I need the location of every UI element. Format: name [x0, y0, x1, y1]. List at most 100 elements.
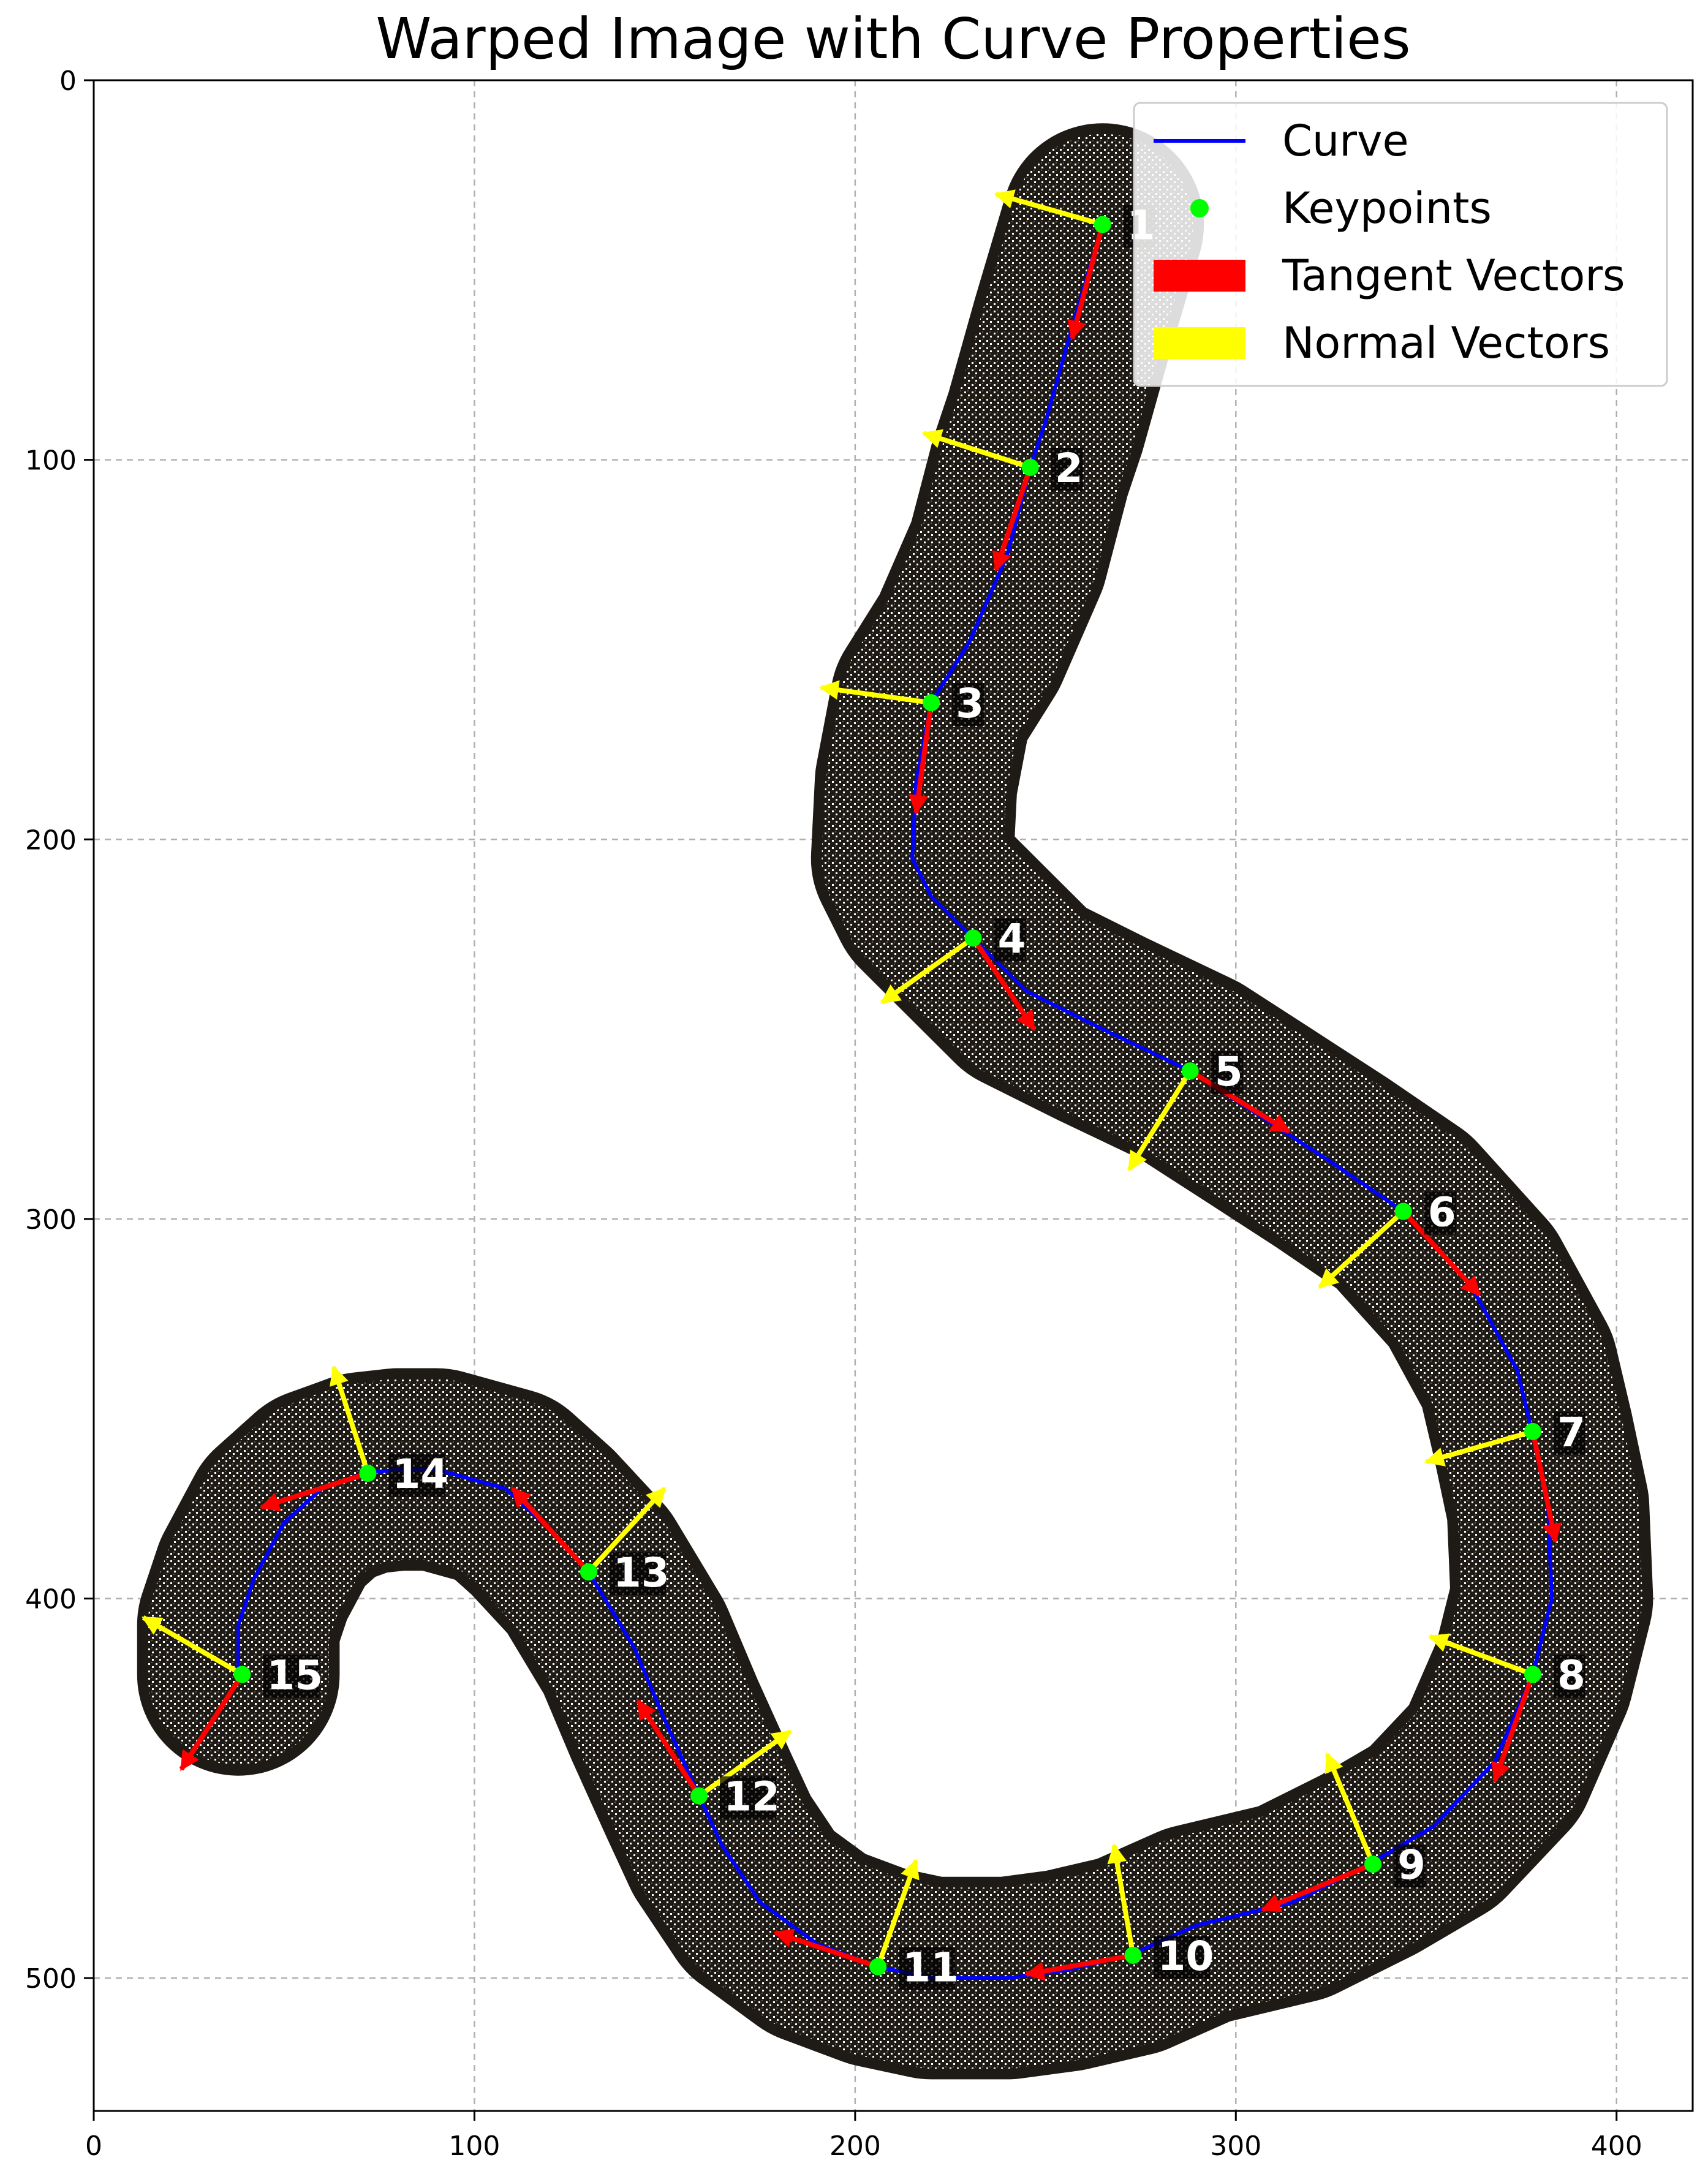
keypoint-label-bg — [1154, 1935, 1211, 1979]
legend-handle-patch — [1154, 327, 1245, 359]
keypoint-label: 6 — [1428, 1188, 1456, 1236]
warped-band-texture — [148, 134, 1642, 2069]
keypoint-marker — [580, 1563, 597, 1581]
x-tick-label: 400 — [1591, 2131, 1642, 2162]
keypoint-label: 3 — [956, 680, 984, 727]
x-tick-label: 0 — [85, 2131, 102, 2162]
legend-label: Tangent Vectors — [1282, 251, 1625, 301]
keypoint-label: 13 — [613, 1549, 670, 1596]
legend-label: Keypoints — [1282, 183, 1492, 233]
tangent-vector-arrow — [636, 1699, 701, 1797]
legend-handle-patch — [1154, 260, 1245, 292]
normal-vector-arrow — [697, 1729, 792, 1798]
keypoint-label: 4 — [998, 915, 1026, 962]
keypoint-marker — [1181, 1062, 1199, 1080]
y-tick-label: 100 — [25, 445, 77, 477]
legend-label: Normal Vectors — [1282, 318, 1610, 368]
keypoint-marker — [233, 1666, 251, 1683]
keypoint-label-bg — [1424, 1191, 1456, 1235]
normal-vector-arrow — [142, 1615, 244, 1677]
tangent-vector-arrow — [259, 1471, 369, 1512]
tangent-vector-arrow — [1067, 224, 1105, 341]
x-tick-label: 200 — [829, 2131, 881, 2162]
tangent-vector-arrow — [909, 702, 934, 815]
keypoint-marker — [359, 1465, 377, 1482]
normal-vector-arrow — [994, 189, 1103, 227]
keypoint-label: 8 — [1557, 1652, 1585, 1699]
normal-vector-arrow — [818, 680, 932, 706]
keypoint-label: 2 — [1055, 445, 1083, 492]
keypoint-label: 10 — [1158, 1933, 1214, 1980]
plot-frame — [93, 79, 1694, 2112]
vector-layer — [142, 189, 1562, 1981]
keypoint-marker — [964, 929, 982, 947]
normal-vector-arrow — [921, 429, 1031, 470]
keypoint-marker — [869, 1958, 887, 1976]
normal-vector-arrow — [1318, 1209, 1405, 1289]
tangent-vector-arrow — [179, 1673, 244, 1772]
x-tick-label: 300 — [1210, 2131, 1261, 2162]
keypoint-label-bg — [609, 1552, 666, 1596]
legend: Curve Keypoints Tangent Vectors Normal Vect… — [1133, 102, 1668, 387]
keypoint-label: 12 — [724, 1773, 780, 1821]
tangent-vector-arrow — [1401, 1209, 1481, 1297]
tangent-vector-arrow — [510, 1487, 591, 1574]
tangent-vector-arrow — [971, 937, 1037, 1031]
keypoint-marker — [923, 694, 940, 712]
normal-vector-arrow — [1107, 1843, 1136, 1956]
keypoint-marker — [690, 1787, 708, 1805]
keypoint-marker — [1524, 1666, 1541, 1683]
tangent-vector-arrow — [1024, 1953, 1134, 1981]
tangent-vector-arrow — [1188, 1068, 1291, 1134]
tangent-vector-arrow — [1530, 1431, 1562, 1544]
normal-vector-arrow — [586, 1487, 667, 1574]
keypoint-label: 11 — [902, 1944, 959, 1991]
keypoint-label-bg — [263, 1655, 320, 1698]
y-tick-label: 300 — [25, 1204, 77, 1236]
keypoint-marker — [1094, 216, 1111, 233]
y-axis-ticks: 0 100 200 300 400 500 — [25, 66, 94, 1995]
normal-vector-arrow — [875, 1859, 920, 1968]
keypoint-label-layer: 123456789101112131415 — [263, 202, 1585, 1991]
normal-vector-arrow — [1324, 1752, 1375, 1865]
keypoint-label-bg — [388, 1454, 445, 1497]
legend-box — [1133, 102, 1668, 387]
normal-vector-arrow — [1428, 1633, 1534, 1677]
keypoint-marker — [1394, 1202, 1412, 1220]
tangent-vector-arrow — [992, 466, 1033, 572]
keypoint-label-bg — [899, 1947, 956, 1990]
tangent-vector-arrow — [773, 1928, 879, 1969]
y-tick-label: 500 — [25, 1963, 77, 1995]
keypoint-marker — [1124, 1946, 1142, 1964]
keypoint-layer — [233, 216, 1541, 1976]
keypoint-label-bg — [1211, 1051, 1243, 1095]
keypoint-marker — [1021, 459, 1039, 477]
normal-vector-arrow — [1424, 1429, 1534, 1467]
keypoint-label-bg — [1554, 1655, 1585, 1698]
keypoint-label-bg — [952, 683, 984, 727]
y-tick-label: 400 — [25, 1584, 77, 1615]
normal-vector-arrow — [1127, 1070, 1193, 1172]
warped-image-band — [137, 123, 1653, 2080]
keypoint-label-bg — [1554, 1411, 1585, 1455]
tangent-vector-arrow — [1491, 1674, 1535, 1783]
legend-label: Curve — [1282, 116, 1409, 166]
x-axis-ticks: 0 100 200 300 400 — [85, 2111, 1642, 2162]
keypoint-label-bg — [1394, 1844, 1426, 1888]
keypoint-label: 14 — [392, 1451, 448, 1498]
keypoint-label-bg — [720, 1776, 777, 1819]
keypoint-label: 9 — [1397, 1841, 1426, 1889]
keypoint-label-bg — [1051, 448, 1083, 491]
keypoint-label: 7 — [1557, 1409, 1585, 1456]
chart-title: Warped Image with Curve Properties — [376, 6, 1410, 72]
keypoint-marker — [1364, 1855, 1381, 1873]
y-tick-label: 0 — [59, 66, 77, 97]
keypoint-label-bg — [994, 918, 1026, 962]
keypoint-marker — [1524, 1422, 1541, 1440]
keypoint-label: 15 — [266, 1652, 323, 1699]
normal-vector-arrow — [880, 936, 975, 1005]
x-tick-label: 100 — [448, 2131, 500, 2162]
legend-handle-keypoints — [1190, 199, 1209, 217]
